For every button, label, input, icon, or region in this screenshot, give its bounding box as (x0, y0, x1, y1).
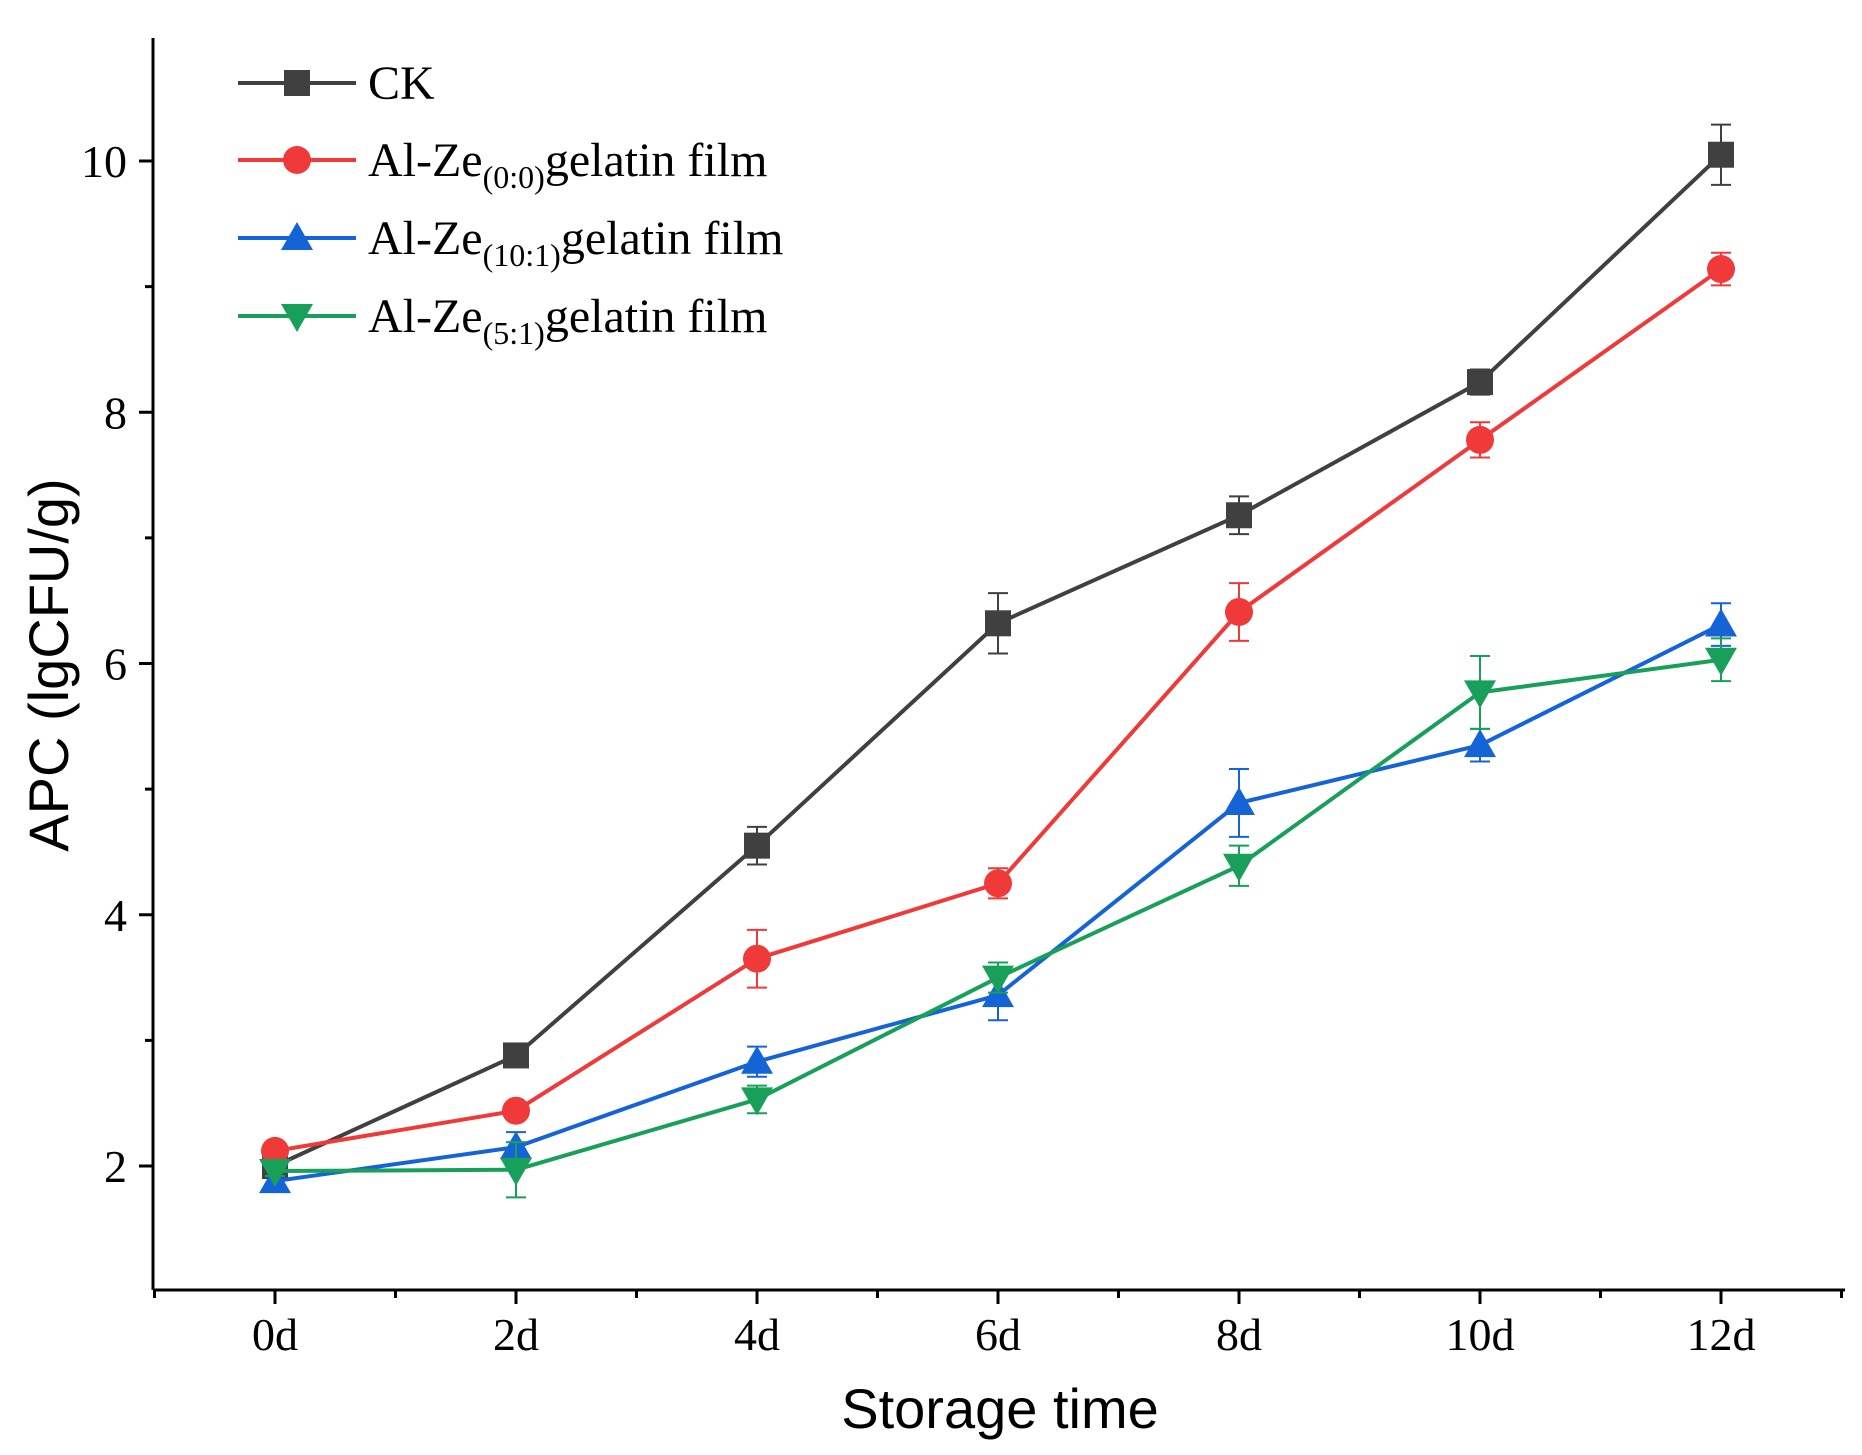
data-point (1705, 647, 1737, 676)
legend-label-tail: gelatin film (545, 290, 768, 343)
data-point (503, 1042, 529, 1069)
data-point (1707, 255, 1735, 284)
legend-marker (283, 146, 311, 174)
legend-item: CK (238, 57, 435, 110)
legend-label-main: Al-Ze (368, 212, 483, 265)
y-tick-label: 8 (104, 387, 127, 438)
legend-label-sub: (0:0) (483, 159, 545, 195)
data-point (1225, 597, 1253, 626)
series-0 (262, 123, 1734, 1179)
series-1 (261, 251, 1735, 1165)
legend-label: Al-Ze(5:1)gelatin film (368, 290, 767, 351)
data-point (743, 944, 771, 973)
legend-label-tail: gelatin film (545, 134, 768, 187)
data-point (741, 1087, 773, 1116)
legend-label: Al-Ze(10:1)gelatin film (368, 212, 783, 273)
legend-item: Al-Ze(5:1)gelatin film (238, 290, 767, 351)
x-tick-label: 8d (1216, 1309, 1262, 1360)
data-point (261, 1136, 289, 1165)
legend-label: Al-Ze(0:0)gelatin film (368, 134, 767, 195)
data-point (982, 965, 1014, 994)
x-tick-label: 12d (1687, 1309, 1756, 1360)
series-3 (259, 637, 1737, 1199)
data-point (1464, 680, 1496, 709)
legend-label-tail: gelatin film (561, 212, 784, 265)
data-point (259, 1159, 291, 1188)
axes: 2 4 6 8 10 0d 2d 4d 6d 8d 10d 12d (81, 38, 1845, 1360)
data-point (1464, 729, 1496, 758)
data-point (985, 610, 1011, 637)
legend-marker (281, 304, 313, 332)
data-point (1467, 369, 1493, 396)
series-line (274, 622, 1722, 1184)
legend-label-main: Al-Ze (368, 134, 483, 187)
legend-item: Al-Ze(10:1)gelatin film (238, 212, 783, 273)
legend-label-main: Al-Ze (368, 290, 483, 343)
legend-label-main: CK (368, 57, 435, 110)
legend-label: CK (368, 57, 435, 110)
legend-label-sub: (5:1) (483, 315, 545, 351)
x-tick-label: 10d (1446, 1309, 1515, 1360)
x-tick-label: 2d (493, 1309, 539, 1360)
series-line (274, 657, 1722, 1174)
data-point (500, 1157, 532, 1186)
data-point (1226, 502, 1252, 529)
data-point (1466, 425, 1494, 454)
data-point (984, 869, 1012, 898)
x-tick-label: 4d (734, 1309, 780, 1360)
y-tick-label: 4 (104, 890, 127, 941)
data-point (1223, 786, 1255, 815)
data-point (744, 832, 770, 859)
y-axis-title: APC (lgCFU/g) (17, 478, 80, 851)
y-tick-label: 10 (81, 136, 127, 187)
legend-marker (281, 222, 313, 250)
data-point (502, 1096, 530, 1125)
series-layer (259, 123, 1737, 1199)
y-tick-label: 2 (104, 1141, 127, 1192)
x-axis-title: Storage time (841, 1377, 1159, 1440)
legend-label-sub: (10:1) (483, 237, 561, 273)
legend-marker (284, 70, 310, 96)
x-tick-label: 0d (252, 1309, 298, 1360)
data-point (741, 1045, 773, 1074)
legend-item: Al-Ze(0:0)gelatin film (238, 134, 767, 195)
data-point (1705, 608, 1737, 637)
data-point (1708, 141, 1734, 168)
y-tick-label: 6 (104, 639, 127, 690)
x-tick-label: 6d (975, 1309, 1021, 1360)
data-point (1223, 853, 1255, 882)
